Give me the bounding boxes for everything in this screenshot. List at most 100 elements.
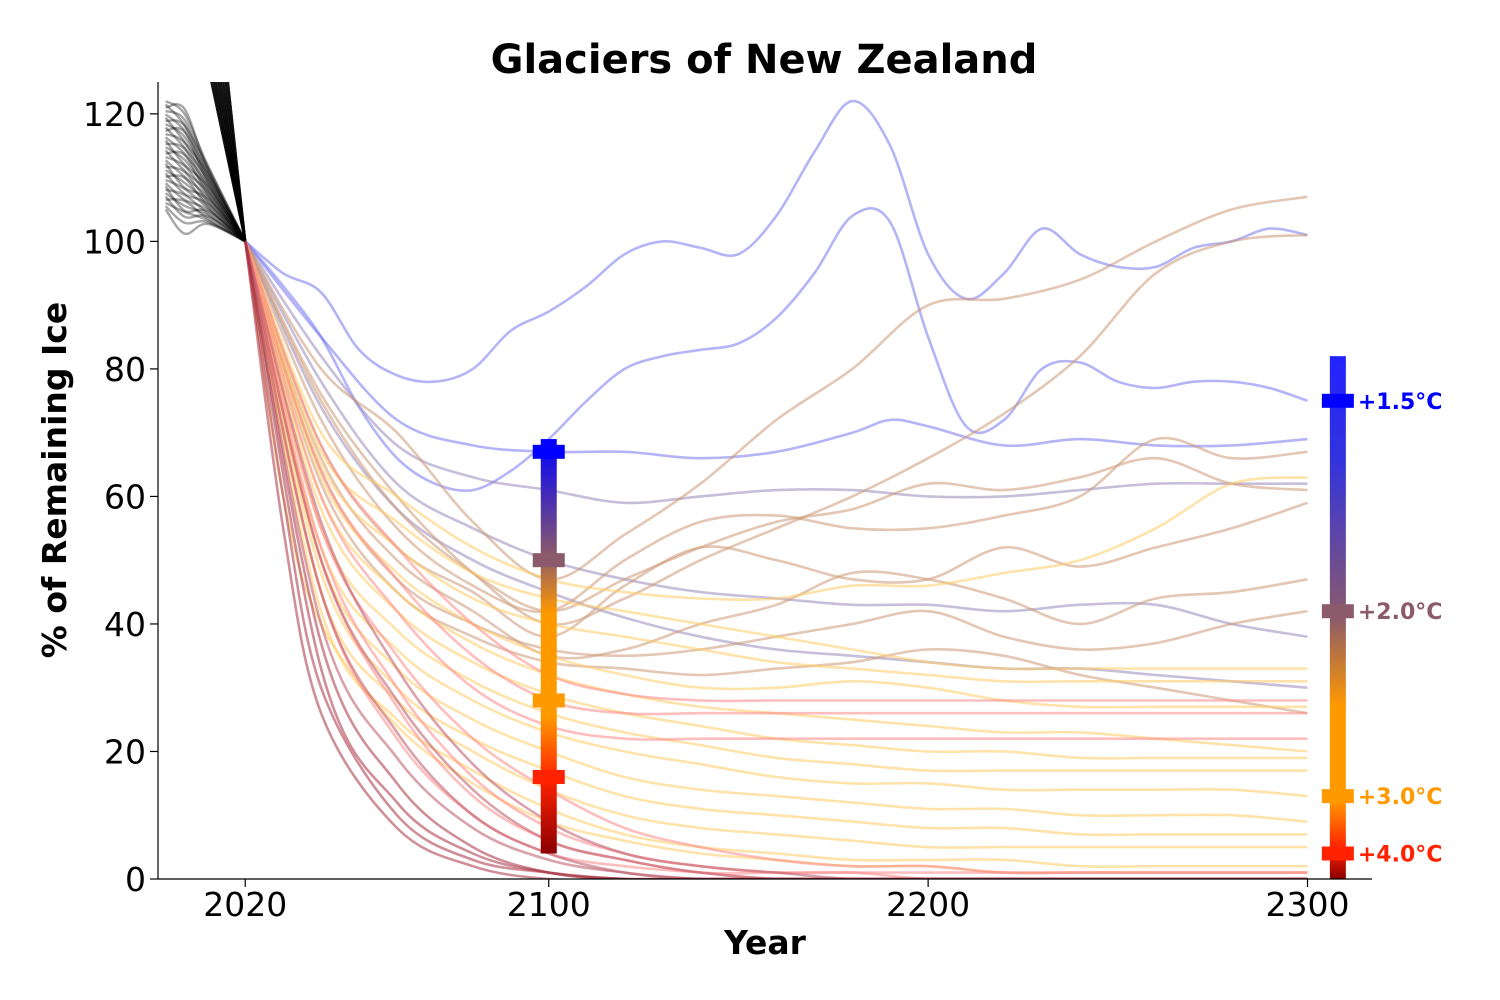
historical-line	[224, 82, 247, 242]
bar-2300-marker-label-2: +2.0°C	[1358, 600, 1443, 625]
series-line-36	[244, 241, 1308, 879]
y-tick-label-60: 60	[104, 477, 146, 516]
series-line-16	[244, 240, 1308, 671]
x-tick-label-2200: 2200	[886, 885, 970, 924]
historical-line	[164, 126, 247, 243]
historical-line	[219, 82, 247, 242]
historical-line	[214, 82, 247, 242]
historical-line	[164, 116, 247, 242]
historical-line	[164, 139, 247, 243]
x-tick-label-2100: 2100	[507, 885, 591, 924]
x-tick-label-2020: 2020	[203, 885, 287, 924]
historical-line	[164, 192, 246, 243]
historical-line	[164, 182, 247, 243]
historical-line	[165, 132, 247, 243]
series-line-9	[244, 240, 1308, 613]
historical-line	[222, 82, 247, 242]
series-line-41	[244, 241, 1308, 879]
historical-line	[165, 142, 247, 243]
historical-line	[226, 82, 247, 242]
historical-line	[224, 82, 247, 242]
y-axis-ticks: 0 20 40 60 80 100 120	[83, 95, 158, 899]
series-line-13	[244, 240, 1308, 658]
historical-line	[165, 198, 246, 243]
y-tick-label-100: 100	[83, 222, 146, 261]
historical-line	[165, 126, 247, 243]
x-axis-label: Year	[723, 923, 807, 962]
series-line-19	[244, 241, 1308, 753]
y-tick-label-40: 40	[104, 605, 146, 644]
historical-line	[165, 109, 247, 242]
historical-line	[214, 82, 247, 242]
x-tick-label-2300: 2300	[1266, 885, 1350, 924]
series-line-42	[244, 241, 1308, 879]
historical-line	[224, 82, 247, 242]
historical-line	[210, 82, 247, 242]
series-line-25	[244, 241, 1308, 849]
bar-2300-marker-label-4: +4.0°C	[1358, 842, 1443, 867]
series-line-20	[244, 241, 1308, 760]
series-line-12	[244, 240, 1308, 660]
historical-line	[165, 165, 247, 243]
series-line-1	[244, 99, 1308, 384]
series-line-22	[244, 241, 1308, 798]
historical-line	[219, 82, 247, 242]
historical-line	[212, 82, 247, 242]
historical-line	[164, 123, 247, 243]
historical-line	[214, 82, 247, 242]
historical-line	[165, 174, 247, 243]
historical-line	[219, 82, 247, 242]
series-line-2	[244, 207, 1308, 493]
series-line-39	[244, 241, 1308, 879]
historical-line	[212, 82, 247, 242]
bar-2100-marker-4	[532, 769, 565, 784]
historical-line	[222, 82, 247, 242]
historical-line	[219, 82, 247, 242]
historical-line	[164, 113, 247, 242]
historical-line	[164, 169, 247, 243]
historical-line	[164, 136, 247, 243]
bar-2100-gradient-bar	[540, 439, 557, 854]
series-line-38	[244, 241, 1308, 879]
series-line-28	[244, 240, 1308, 703]
historical-line	[224, 82, 247, 242]
temperature-bars: +1.5°C +2.0°C +3.0°C +4.0°C	[532, 356, 1443, 880]
series-line-40	[244, 241, 1308, 879]
historical-line	[219, 82, 247, 242]
series-line-7	[244, 195, 1308, 581]
series-line-5	[244, 240, 1308, 638]
series-line-35	[244, 241, 1308, 879]
historical-line	[217, 82, 247, 242]
historical-line	[210, 82, 247, 242]
historical-line	[165, 201, 246, 243]
historical-line	[164, 100, 247, 242]
series-line-4	[244, 240, 1308, 505]
historical-line	[164, 103, 247, 242]
historical-line	[165, 178, 247, 243]
historical-line	[164, 149, 247, 243]
series-line-30	[244, 241, 1308, 741]
historical-line	[217, 82, 247, 242]
historical-line	[226, 82, 247, 242]
historical-line	[164, 162, 247, 243]
historical-line	[164, 208, 246, 243]
historical-line	[210, 82, 247, 242]
series-line-15	[244, 240, 1308, 601]
historical-line	[164, 159, 247, 243]
series-line-29	[244, 240, 1308, 716]
historical-line	[164, 172, 247, 243]
series-line-37	[244, 241, 1308, 879]
x-axis-ticks: 2020 2100 2200 2300	[203, 879, 1349, 924]
bar-2300-marker-label-3: +3.0°C	[1358, 785, 1443, 810]
historical-line	[214, 82, 247, 242]
historical-line	[165, 155, 247, 243]
chart-title: Glaciers of New Zealand	[491, 37, 1038, 83]
historical-line	[164, 205, 246, 243]
bar-2100-marker-1	[532, 444, 565, 459]
historical-line	[165, 188, 247, 243]
y-tick-label-80: 80	[104, 350, 146, 389]
y-tick-label-20: 20	[104, 732, 146, 771]
historical-line	[222, 82, 247, 242]
series-line-10	[244, 240, 1308, 614]
